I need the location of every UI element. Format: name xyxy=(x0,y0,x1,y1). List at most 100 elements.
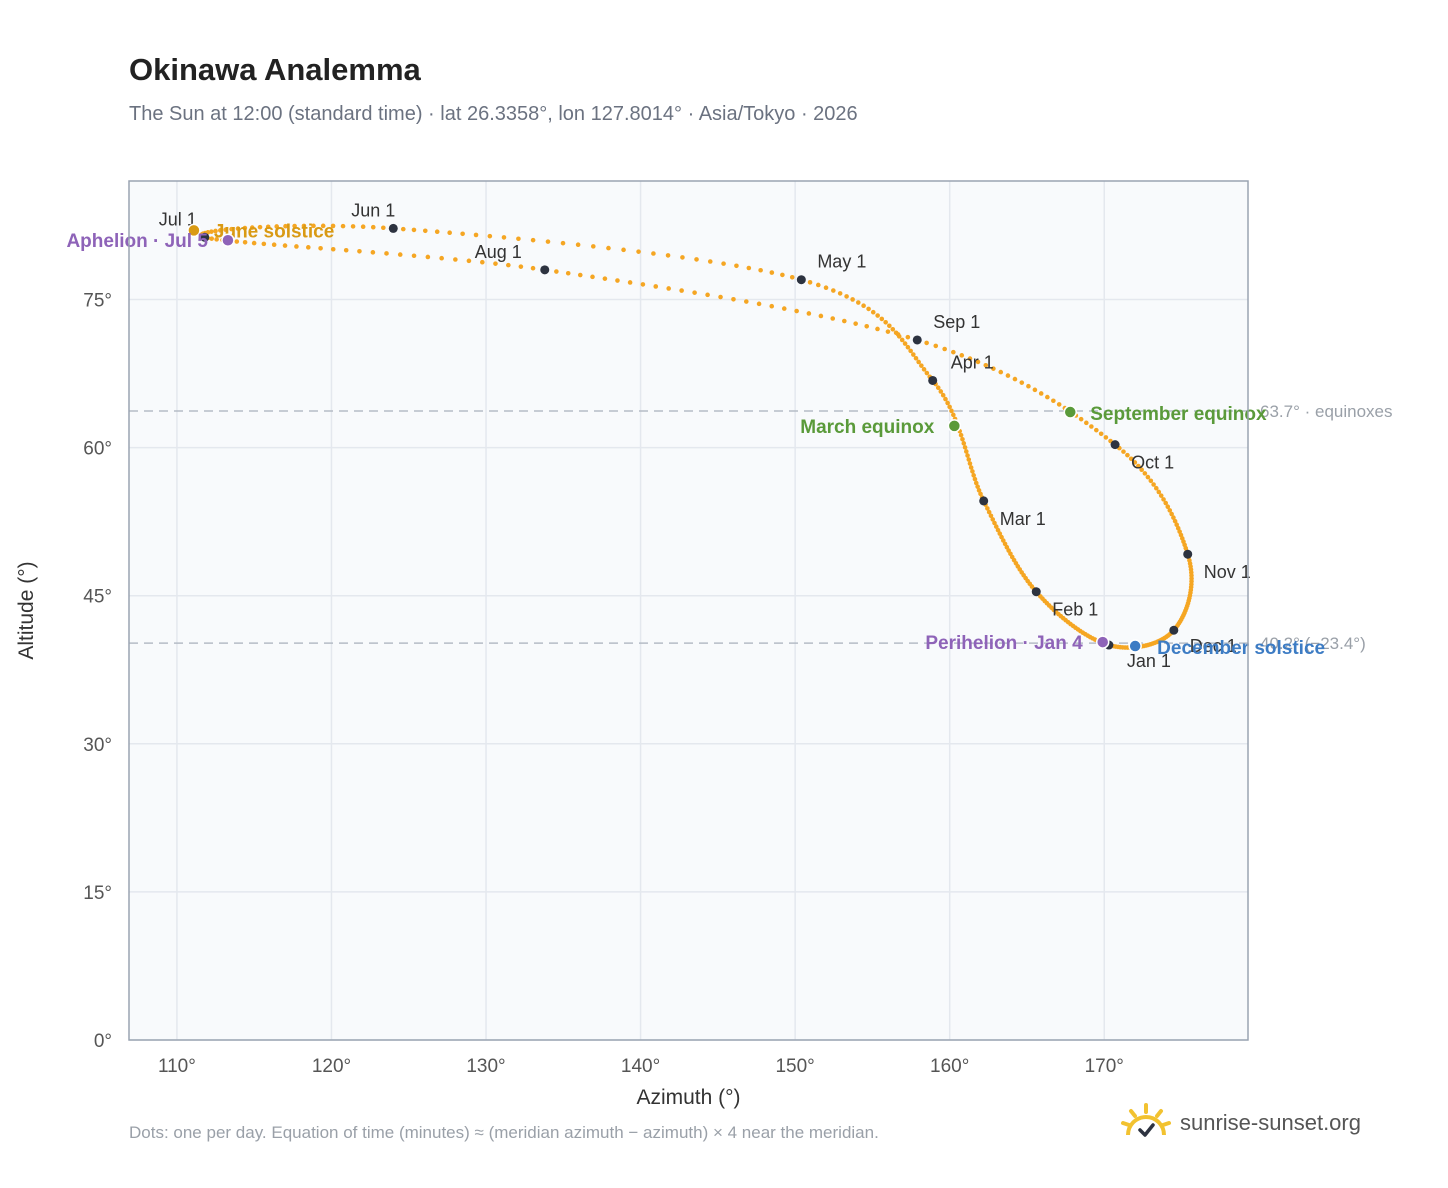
day-dot xyxy=(577,272,583,278)
day-dot xyxy=(422,228,428,234)
day-dot xyxy=(434,229,440,235)
day-dot xyxy=(1145,474,1151,480)
day-dot xyxy=(274,224,279,229)
day-dot xyxy=(879,316,885,322)
day-dot xyxy=(370,250,376,255)
day-dot xyxy=(965,453,970,458)
day-dot xyxy=(466,258,472,264)
x-tick-label: 130° xyxy=(466,1056,505,1077)
day-dot xyxy=(292,223,297,229)
day-dot xyxy=(998,369,1004,375)
month-marker xyxy=(979,496,989,506)
y-tick-label: 75° xyxy=(83,290,112,311)
day-dot xyxy=(962,445,968,450)
day-dot xyxy=(945,400,950,406)
day-dot xyxy=(606,245,611,251)
day-dot xyxy=(908,348,913,354)
sun-check-icon xyxy=(1121,1103,1171,1137)
day-dot xyxy=(480,259,485,265)
day-dot xyxy=(545,239,551,244)
day-dot xyxy=(1169,511,1174,517)
day-dot xyxy=(692,290,697,295)
day-dot xyxy=(769,303,775,309)
day-dot xyxy=(271,242,277,248)
day-dot xyxy=(883,320,888,325)
day-dot xyxy=(972,476,978,482)
month-marker xyxy=(796,275,806,285)
month-marker xyxy=(200,232,210,242)
day-dot xyxy=(397,252,403,257)
day-dot xyxy=(261,241,267,247)
day-dot xyxy=(940,392,946,398)
day-dot xyxy=(1005,373,1011,378)
day-dot xyxy=(591,244,596,249)
day-dot xyxy=(919,363,924,368)
brand-logo[interactable]: sunrise-sunset.org xyxy=(1118,1098,1361,1148)
x-tick-label: 120° xyxy=(312,1056,351,1077)
event-label: Aphelion · Jul 5 xyxy=(66,231,208,252)
event-markers: March equinox September equinox June solst… xyxy=(66,221,1325,659)
day-dot xyxy=(1125,452,1130,458)
day-dot xyxy=(794,308,799,314)
month-marker xyxy=(928,375,938,385)
month-marker xyxy=(1183,549,1193,559)
day-dot xyxy=(1128,456,1134,462)
day-dot xyxy=(942,346,947,352)
event-marker xyxy=(187,223,201,238)
day-dot xyxy=(602,276,608,281)
day-dot xyxy=(1158,493,1164,498)
day-dot xyxy=(988,513,994,519)
day-dot xyxy=(924,370,930,376)
day-dot xyxy=(875,313,880,318)
day-dot xyxy=(1161,497,1166,502)
day-dot xyxy=(1051,398,1056,404)
month-label: May 1 xyxy=(817,252,866,272)
day-dot xyxy=(360,224,366,230)
day-dot xyxy=(850,297,855,302)
day-dot xyxy=(864,323,870,329)
y-tick-label: 30° xyxy=(83,735,112,756)
event-label: June solstice xyxy=(214,221,334,242)
day-dot xyxy=(306,245,311,250)
y-tick-label: 15° xyxy=(83,883,112,904)
day-dot xyxy=(978,491,983,497)
day-dot xyxy=(968,465,974,470)
day-dot xyxy=(758,267,763,273)
event-label: March equinox xyxy=(800,417,935,438)
day-dot xyxy=(855,300,861,305)
reference-lines: 63.7° · equinoxes 40.2° (−23.4°) xyxy=(129,402,1393,653)
y-tick-label: 60° xyxy=(83,439,112,460)
month-markers: Jan 1 Feb 1 Mar 1 Apr 1 May 1 Jun 1 Jul 1 Aug 1… xyxy=(159,200,1251,671)
day-dot xyxy=(640,282,646,287)
day-dot xyxy=(958,432,964,438)
x-axis-label: Azimuth (°) xyxy=(636,1086,740,1109)
day-dot xyxy=(947,404,952,410)
footnote: Dots: one per day. Equation of time (min… xyxy=(129,1123,879,1142)
axes: 110° 120° 130° 140° 150° 160° 170° 0° 15° 30° 45° 6… xyxy=(15,290,1124,1109)
day-dot xyxy=(501,235,507,240)
day-dot xyxy=(242,239,248,245)
day-dot xyxy=(951,349,956,355)
day-dot xyxy=(861,303,866,308)
day-dot xyxy=(1136,463,1141,469)
x-tick-label: 150° xyxy=(775,1056,814,1077)
day-dot xyxy=(902,341,908,346)
day-dot xyxy=(209,236,214,241)
day-dot xyxy=(830,316,836,321)
event-label: December solstice xyxy=(1157,638,1325,659)
day-dot xyxy=(425,254,431,260)
day-dot xyxy=(265,224,271,230)
day-dot xyxy=(895,332,901,337)
day-dot xyxy=(744,299,749,304)
day-dot xyxy=(916,359,921,365)
event-label: Perihelion · Jan 4 xyxy=(925,633,1083,654)
day-dot xyxy=(769,270,775,275)
day-dot xyxy=(615,278,620,283)
day-dot xyxy=(330,246,336,252)
day-dot xyxy=(590,274,595,280)
day-dot xyxy=(789,275,795,280)
day-dot xyxy=(565,270,571,276)
day-dot xyxy=(1094,427,1099,433)
day-dot xyxy=(1089,424,1094,429)
chart-title: Okinawa Analemma xyxy=(129,52,421,87)
